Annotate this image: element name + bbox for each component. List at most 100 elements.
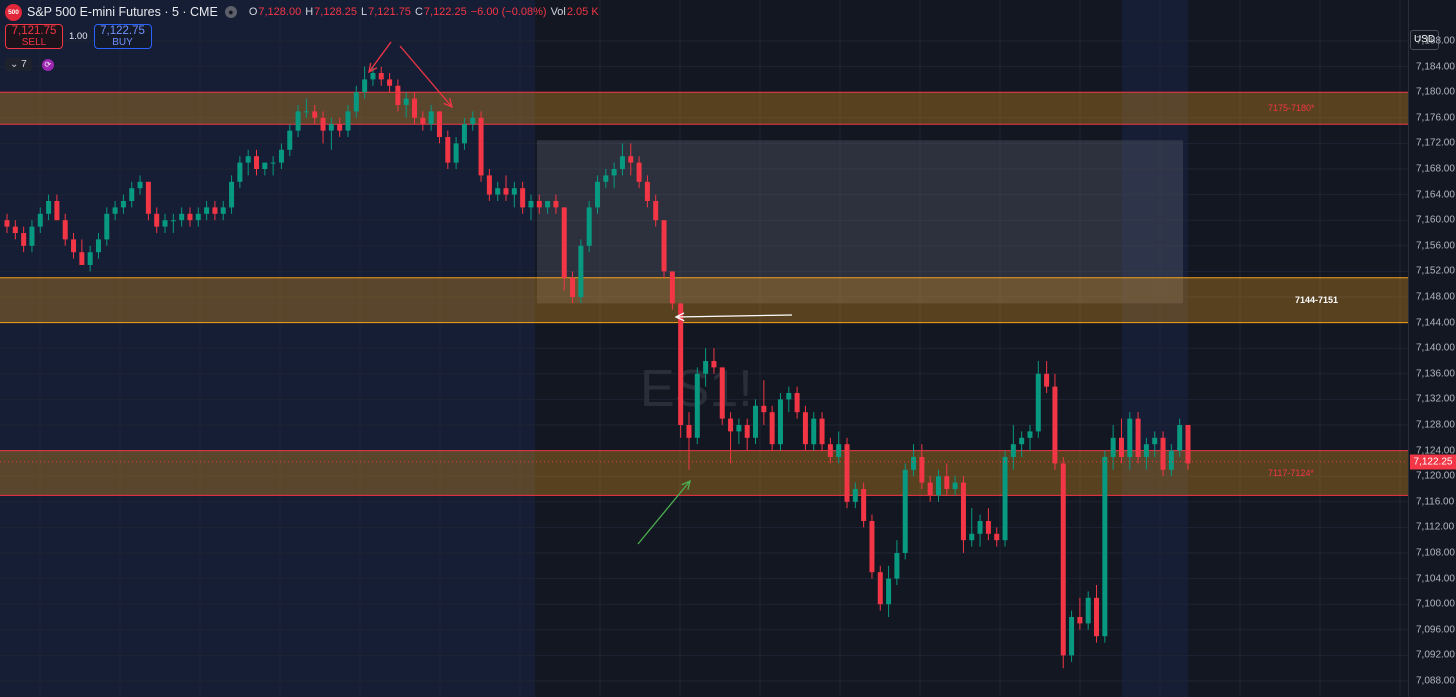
sell-price: 7,121.75 (11, 25, 57, 37)
price-tick: 7,172.00 (1416, 137, 1455, 149)
candle-body (927, 482, 933, 496)
candle-body (129, 188, 135, 201)
candle-body (170, 220, 176, 222)
candle-body (254, 156, 260, 169)
high-label: H (305, 6, 314, 18)
candle-body (753, 405, 759, 438)
candle-body (669, 271, 675, 304)
price-tick: 7,136.00 (1416, 368, 1455, 380)
zone-band (0, 92, 1408, 125)
candle-body (919, 457, 925, 483)
price-tick: 7,176.00 (1416, 112, 1455, 124)
price-tick: 7,180.00 (1416, 86, 1455, 98)
candle-body (303, 111, 309, 113)
candle-body (786, 393, 792, 400)
candle-body (736, 425, 742, 432)
candle-body (270, 162, 276, 164)
price-tick: 7,144.00 (1416, 317, 1455, 329)
sell-label: SELL (21, 37, 47, 48)
candle-body (212, 207, 218, 214)
candle-body (1185, 425, 1191, 464)
candle-body (145, 181, 151, 214)
price-tick: 7,140.00 (1416, 342, 1455, 354)
price-tick: 7,168.00 (1416, 163, 1455, 175)
volume-value: 2.05 K (566, 6, 599, 18)
candle-body (46, 201, 52, 214)
candle-body (811, 418, 817, 445)
price-tick: 7,116.00 (1416, 496, 1455, 508)
candle-body (1019, 437, 1025, 445)
candle-body (71, 239, 77, 253)
candle-body (985, 521, 991, 534)
candle-body (370, 73, 376, 80)
candle-body (678, 303, 684, 425)
candle-body (578, 245, 584, 297)
candle-body (960, 482, 966, 541)
symbol-logo: 500 (5, 3, 22, 21)
annotation-arrowhead (674, 312, 685, 322)
candle-body (220, 207, 226, 214)
zone-label: 7117-7124* (1268, 468, 1314, 478)
candle-body (1094, 597, 1100, 637)
price-tick: 7,120.00 (1416, 470, 1455, 482)
candle-body (1152, 437, 1158, 445)
candle-body (944, 476, 950, 489)
candle-body (728, 418, 734, 432)
annotation-arrowhead (681, 479, 691, 490)
candle-body (1110, 437, 1116, 457)
candle-body (761, 405, 767, 413)
candle-body (362, 79, 368, 93)
candle-body (844, 444, 850, 502)
candle-body (187, 213, 193, 221)
candle-body (87, 252, 93, 265)
low-value: 7,121.75 (368, 6, 411, 18)
candle-body (1077, 617, 1083, 624)
candle-body (603, 175, 609, 182)
symbol-title[interactable]: S&P 500 E-mini Futures · 5 · CME (27, 5, 218, 19)
candle-body (337, 124, 343, 131)
candle-body (886, 578, 892, 605)
price-tick: 7,088.00 (1416, 675, 1455, 687)
candle-body (661, 220, 667, 272)
currency-button[interactable]: USD (1410, 30, 1439, 50)
candle-body (79, 252, 85, 265)
candle-body (345, 111, 351, 131)
price-tick: 7,104.00 (1416, 573, 1455, 585)
candle-body (703, 361, 709, 374)
price-tick: 7,092.00 (1416, 649, 1455, 661)
price-tick: 7,112.00 (1416, 521, 1455, 533)
sell-button[interactable]: 7,121.75 SELL (5, 24, 63, 49)
candle-body (62, 220, 68, 240)
candle-body (245, 156, 251, 163)
candle-body (403, 98, 409, 105)
price-axis[interactable] (1408, 0, 1456, 697)
candle-body (1085, 597, 1091, 624)
candle-body (495, 188, 501, 195)
candle-body (561, 207, 567, 278)
price-tick: 7,152.00 (1416, 265, 1455, 277)
candle-body (461, 124, 467, 144)
candle-body (1060, 463, 1066, 656)
open-label: O (248, 6, 258, 18)
candle-body (1052, 386, 1058, 464)
candle-body (436, 111, 442, 137)
candle-body (387, 79, 393, 86)
change-value: −6.00 (−0.08%) (470, 6, 547, 18)
eye-icon[interactable]: ● (224, 6, 237, 18)
candle-body (1160, 437, 1166, 470)
sync-icon[interactable]: ⟳ (41, 58, 54, 71)
price-tick: 7,132.00 (1416, 393, 1455, 405)
candle-body (611, 169, 617, 176)
collapse-indicators-button[interactable]: ⌄ 7 (5, 58, 32, 71)
buy-button[interactable]: 7,122.75 BUY (93, 24, 152, 49)
candle-body (769, 412, 775, 445)
annotation-arrow (675, 314, 793, 318)
candle-body (1010, 444, 1016, 457)
close-label: C (414, 6, 423, 18)
quantity-field[interactable]: 1.00 (69, 31, 88, 42)
price-tick: 7,160.00 (1416, 214, 1455, 226)
annotation-arrow (368, 41, 392, 73)
price-tick: 7,184.00 (1416, 61, 1455, 73)
symbol-header: 500 S&P 500 E-mini Futures · 5 · CME ● O… (5, 3, 599, 21)
